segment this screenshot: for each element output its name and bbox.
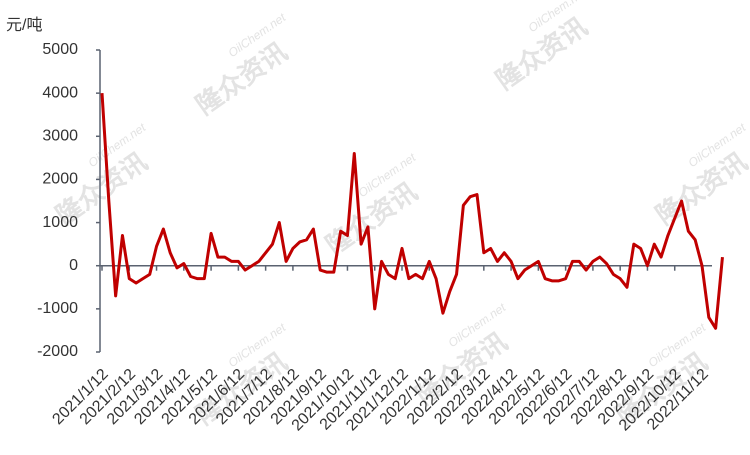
y-tick-label: 0 bbox=[69, 257, 78, 274]
y-tick-label: 5000 bbox=[42, 41, 78, 58]
y-tick-label: -1000 bbox=[37, 300, 78, 317]
y-tick-label: 4000 bbox=[42, 84, 78, 101]
line bbox=[100, 93, 724, 330]
y-tick-label: 3000 bbox=[42, 128, 78, 145]
y-axis-label: 元/吨 bbox=[6, 16, 42, 34]
y-tick-label: -2000 bbox=[37, 343, 78, 360]
y-tick-label: 2000 bbox=[42, 171, 78, 188]
y-tick-label: 1000 bbox=[42, 214, 78, 231]
